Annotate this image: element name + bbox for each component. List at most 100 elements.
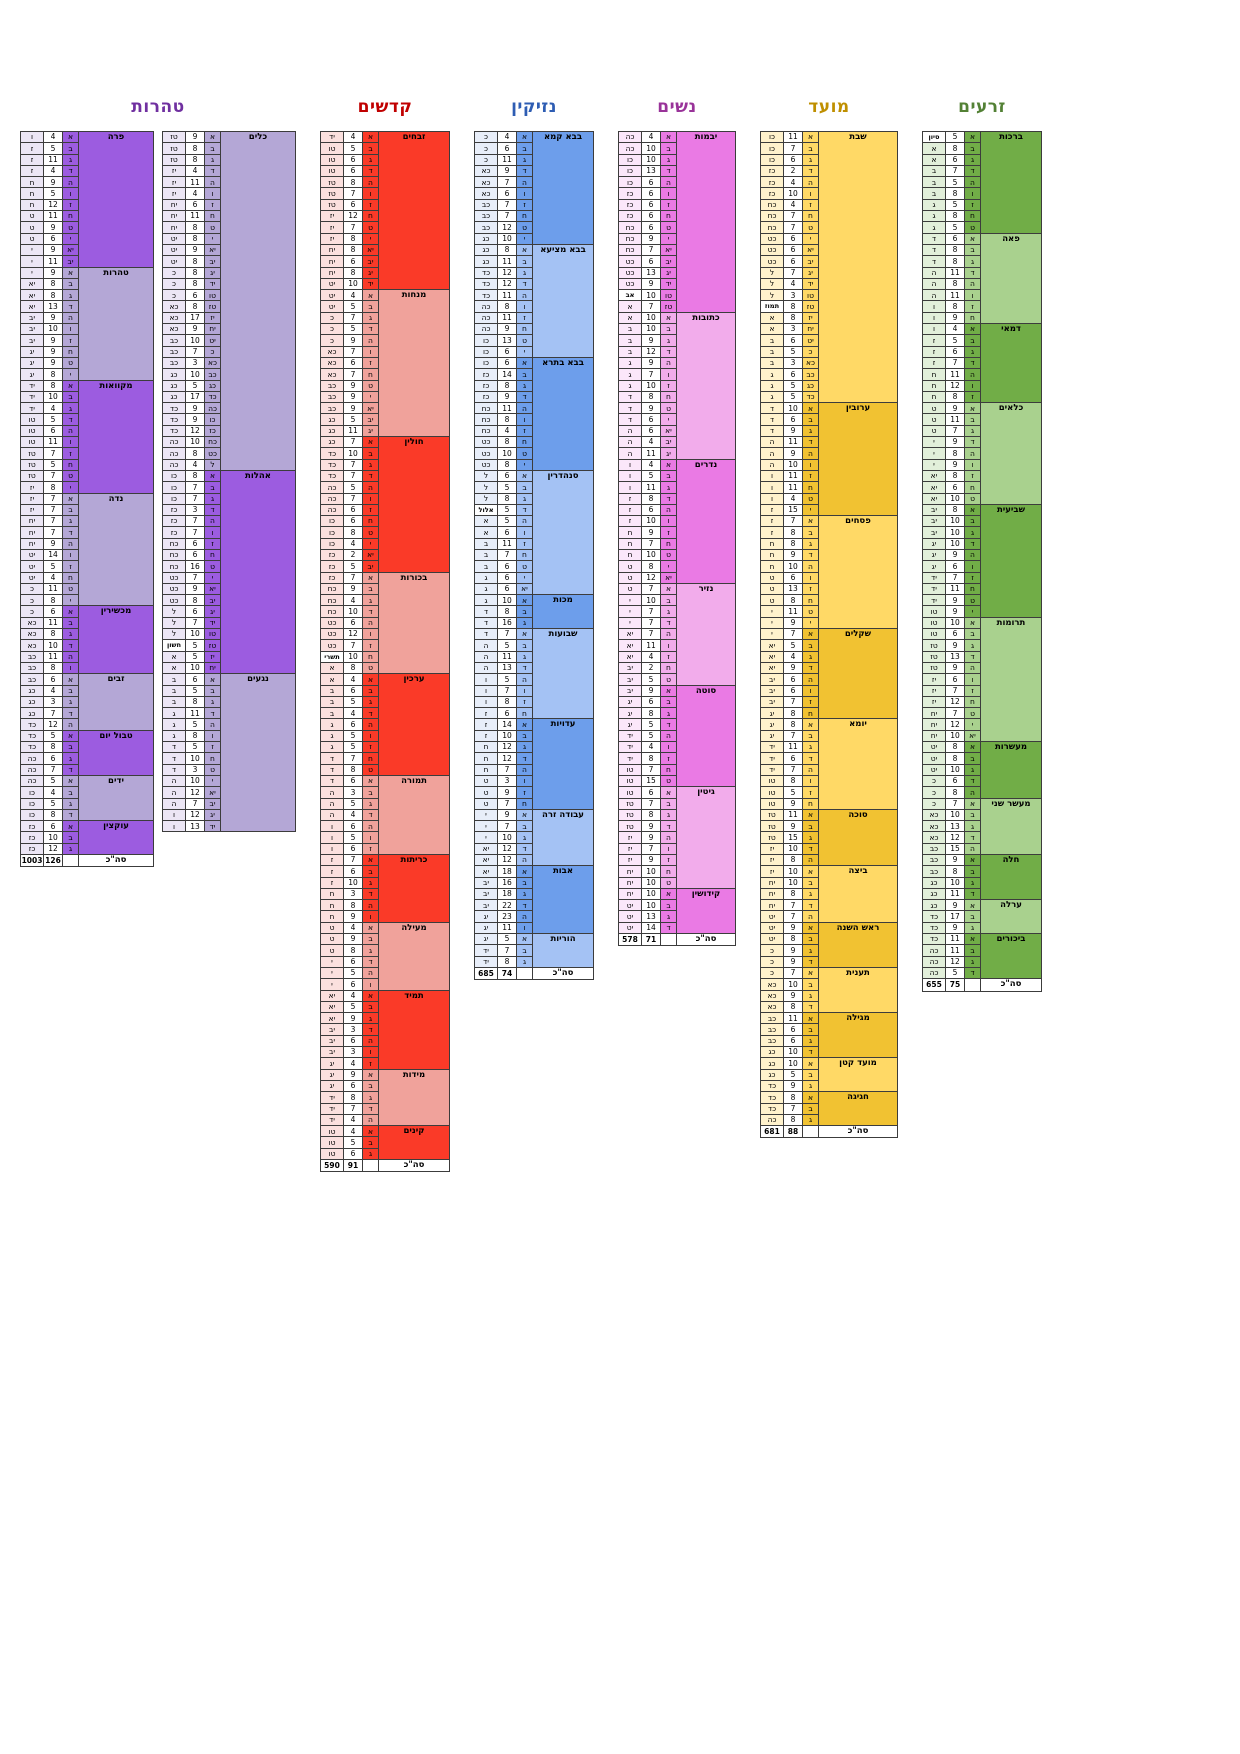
chapter-letter-cell: ח xyxy=(516,323,533,336)
chapter-letter-cell: ג xyxy=(964,424,981,438)
chapter-letter-cell: א xyxy=(62,820,79,833)
mishnayot-count-cell: 10 xyxy=(945,763,965,776)
chapter-letter-cell: א xyxy=(516,808,533,822)
study-date-cell: כא xyxy=(760,1000,784,1014)
mishnayot-count-cell: 4 xyxy=(641,130,661,144)
mishnayot-count-cell: 10 xyxy=(185,661,205,675)
study-date-cell: כא xyxy=(320,345,344,358)
study-date-cell: י xyxy=(618,594,642,607)
mishnayot-count-cell: 6 xyxy=(185,673,205,686)
study-date-cell: ט xyxy=(474,774,498,788)
mishnayot-count-cell: 6 xyxy=(343,153,363,166)
study-date-cell: כח xyxy=(618,221,642,234)
chapter-letter-cell: ב xyxy=(660,899,677,912)
study-date-cell: ב xyxy=(162,695,186,709)
mishnayot-count-cell: 7 xyxy=(641,605,661,618)
study-date-cell: טו xyxy=(20,413,44,426)
study-date-cell: ו xyxy=(474,684,498,697)
month-label-cell: תמוז xyxy=(760,300,784,313)
mishnayot-count-cell: 8 xyxy=(945,447,965,460)
totals-row: סה"כ 71 578 xyxy=(618,933,736,947)
study-date-cell: יב xyxy=(474,887,498,901)
chapter-row: דמאי א 4 ו xyxy=(922,323,1042,404)
chapter-letter-cell: ח xyxy=(62,345,79,358)
chapter-row: ב 10 יט xyxy=(618,899,736,912)
chapter-letter-cell: י xyxy=(204,571,221,584)
study-date-cell: ז xyxy=(760,515,784,528)
chapter-letter-cell: ב xyxy=(62,390,79,404)
study-date-cell: יד xyxy=(320,1113,344,1127)
chapter-row: יד 7 ל xyxy=(162,616,296,630)
mishnayot-count-cell: 5 xyxy=(343,966,363,980)
totals-label: סה"כ xyxy=(78,853,154,868)
mishnayot-count-cell: 4 xyxy=(783,198,803,212)
mishnayot-count-cell: 3 xyxy=(343,887,363,901)
chapter-letter-cell: ז xyxy=(660,526,677,539)
mishnayot-count-cell: 12 xyxy=(641,345,661,358)
chapter-letter-cell: ה xyxy=(62,311,79,325)
study-date-cell: כג xyxy=(474,243,498,257)
chapter-letter-cell: ד xyxy=(802,1000,819,1014)
study-date-cell: ו xyxy=(320,831,344,844)
study-date-cell: יא xyxy=(618,639,642,652)
mishnayot-count-cell: 5 xyxy=(641,469,661,483)
study-date-cell: כא xyxy=(474,176,498,189)
chapter-row: ד 9 יא xyxy=(760,661,898,675)
mishnayot-count-cell: 7 xyxy=(185,797,205,810)
mishnayot-count-cell: 11 xyxy=(783,469,803,483)
chapter-row: מכות א 10 ג xyxy=(474,594,594,630)
study-date-cell: כג xyxy=(162,368,186,381)
chapter-row: ו 11 יא xyxy=(618,639,736,652)
mishnayot-count-cell: 6 xyxy=(497,187,517,200)
chapter-letter-cell: ג xyxy=(62,752,79,765)
study-date-cell: ז xyxy=(474,718,498,731)
chapter-row: ב 8 יט xyxy=(922,752,1042,765)
mishnayot-count-cell: 6 xyxy=(43,424,63,438)
mishnayot-count-cell: 5 xyxy=(945,221,965,234)
chapter-letter-cell: ו xyxy=(802,774,819,788)
mishnayot-count-cell: 6 xyxy=(43,820,63,833)
study-date-cell: ז xyxy=(922,356,946,370)
mishnayot-count-cell: 8 xyxy=(343,899,363,912)
study-date-cell: כא xyxy=(162,300,186,313)
chapter-row: ב 7 כו xyxy=(162,481,296,494)
chapter-letter-cell: ו xyxy=(362,729,379,743)
mishnayot-count-cell: 8 xyxy=(43,741,63,754)
mishnayot-count-cell: 6 xyxy=(945,481,965,494)
mishnayot-count-cell: 11 xyxy=(945,582,965,596)
chapter-letter-cell: כד xyxy=(204,390,221,404)
chapter-letter-cell: ו xyxy=(362,831,379,844)
chapter-row: ו 11 טו xyxy=(20,436,154,449)
chapter-letter-cell: ה xyxy=(62,537,79,550)
tractate-name: ברכות xyxy=(980,131,1042,234)
chapter-row: ז 6 כה xyxy=(320,503,450,517)
chapter-row: ט 8 כו xyxy=(320,526,450,539)
study-date-cell: יג xyxy=(320,1079,344,1093)
seder-title-taharot: טהרות xyxy=(131,97,185,117)
mishnayot-count-cell: 4 xyxy=(343,594,363,607)
chapter-letter-cell: ה xyxy=(660,831,677,844)
mishnayot-count-cell: 5 xyxy=(343,831,363,844)
chapter-letter-cell: א xyxy=(964,503,981,517)
chapter-row: ה 23 יג xyxy=(474,910,594,923)
chapter-row: ג 7 יח xyxy=(20,515,154,528)
mishnayot-count-cell: 6 xyxy=(641,503,661,517)
study-date-cell: כט xyxy=(618,255,642,268)
mishnayot-count-cell: 8 xyxy=(945,865,965,878)
study-date-cell: טז xyxy=(922,661,946,675)
mishnayot-count-cell: 5 xyxy=(343,142,363,155)
tractate-name: תמורה xyxy=(378,774,450,856)
chapter-letter-cell: ו xyxy=(964,379,981,392)
total-mishnayot: 590 xyxy=(320,1159,344,1173)
chapter-row: ו 7 כז xyxy=(162,526,296,539)
chapter-row: ג 8 יח xyxy=(760,887,898,901)
study-date-cell: טו xyxy=(20,436,44,449)
study-date-cell: ו xyxy=(922,311,946,325)
chapter-letter-cell: ג xyxy=(362,1091,379,1104)
mishnayot-count-cell: 6 xyxy=(945,153,965,166)
chapter-row: ג 6 כו xyxy=(760,153,898,166)
study-date-cell: ג xyxy=(320,741,344,754)
